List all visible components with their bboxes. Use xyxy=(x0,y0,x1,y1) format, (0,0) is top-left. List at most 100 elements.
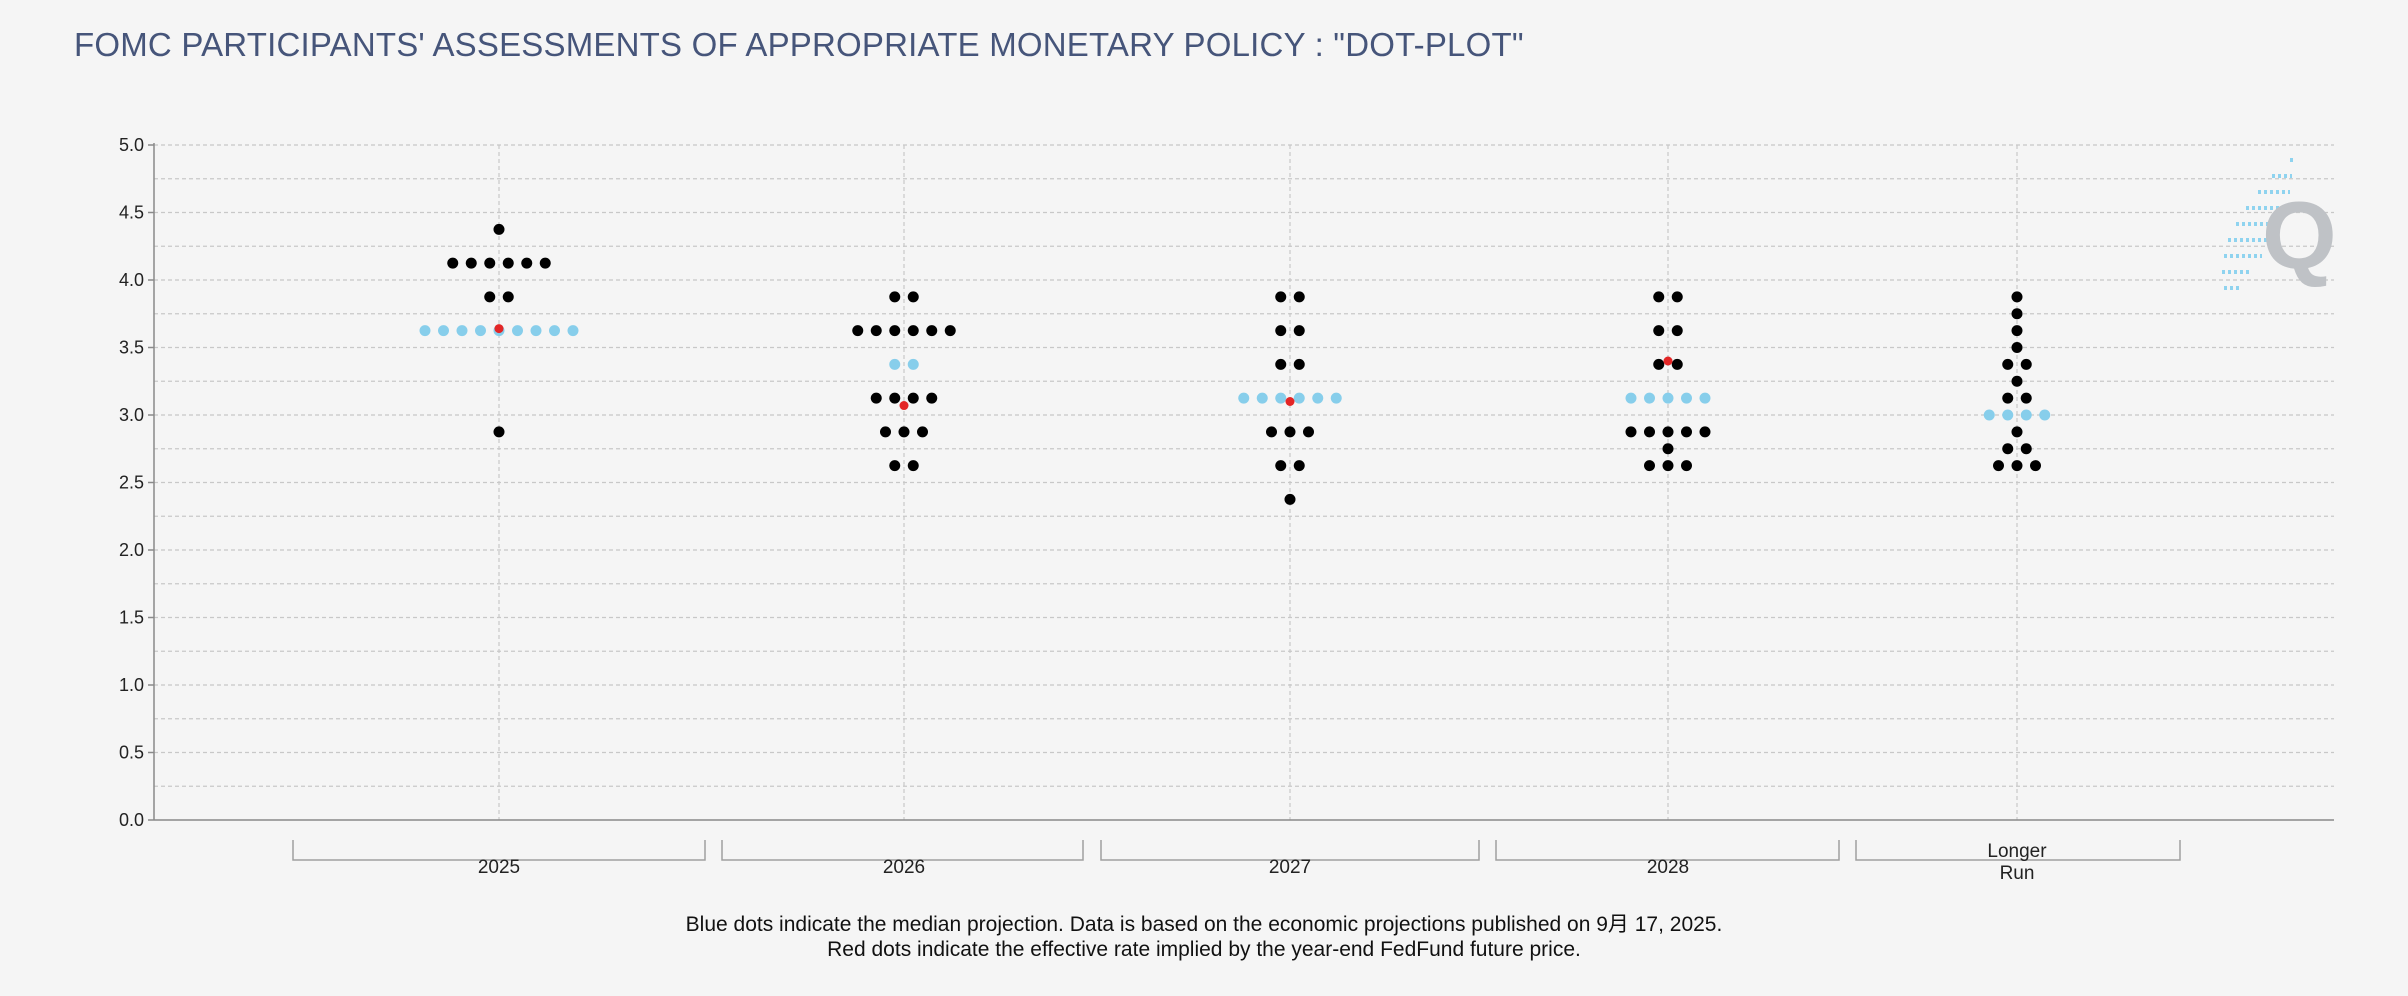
participant-dot xyxy=(2011,308,2023,320)
participant-dot xyxy=(2030,460,2041,472)
x-category-label: 2026 xyxy=(883,857,925,878)
participant-dot xyxy=(1284,493,1296,505)
median-dot xyxy=(475,325,486,337)
y-tick-label: 3.0 xyxy=(119,405,144,425)
median-dot xyxy=(419,325,431,337)
participant-dot xyxy=(889,291,901,303)
participant-dot xyxy=(889,392,901,404)
participant-dot xyxy=(870,325,882,337)
participant-dot xyxy=(898,426,910,438)
median-dot xyxy=(1312,392,1324,404)
page-title: FOMC PARTICIPANTS' ASSESSMENTS OF APPROP… xyxy=(74,26,1524,63)
implied-rate-dot xyxy=(1285,397,1295,406)
median-dot xyxy=(512,325,523,337)
participant-dot xyxy=(1303,426,1314,438)
participant-dot xyxy=(2002,358,2014,370)
participant-dot xyxy=(1625,426,1637,438)
participant-dot xyxy=(1653,358,1665,370)
logo-stripes xyxy=(2222,158,2296,290)
participant-dot xyxy=(926,392,938,404)
q-logo-icon: Q xyxy=(2262,182,2337,289)
y-tick-label: 1.5 xyxy=(119,608,144,628)
participant-dot xyxy=(2002,392,2014,404)
participant-dot xyxy=(1266,426,1277,438)
y-tick-label: 0.0 xyxy=(119,810,144,830)
participant-dot xyxy=(1293,460,1305,472)
participant-dot xyxy=(907,325,919,337)
participant-dot xyxy=(2002,443,2014,455)
x-category-label: 2027 xyxy=(1269,857,1311,878)
participant-dot xyxy=(1293,325,1305,337)
median-dot xyxy=(1699,392,1711,404)
participant-dot xyxy=(2011,291,2023,303)
category-bracket xyxy=(1855,840,2181,861)
median-dot xyxy=(1238,392,1250,404)
participant-dot xyxy=(1644,426,1655,438)
participant-dot xyxy=(1293,358,1305,370)
median-dot xyxy=(1330,392,1342,404)
participant-dot xyxy=(1662,426,1674,438)
x-category-label: 2025 xyxy=(478,857,520,878)
x-category-label: 2028 xyxy=(1647,857,1689,878)
participant-dot xyxy=(907,460,919,472)
median-dot xyxy=(549,325,560,337)
participant-dot xyxy=(1293,291,1305,303)
median-dot xyxy=(1625,392,1637,404)
x-category-label: Longer xyxy=(1987,841,2047,862)
category-bracket xyxy=(1100,840,1480,861)
median-dot xyxy=(1275,392,1287,404)
axis-layer: 0.0 0.5 1.0 1.5 2.0 2.5 3.0 3.5 4.0 4.5 5.0 2025 202… xyxy=(119,135,2334,884)
median-dot xyxy=(2002,409,2014,421)
participant-dot xyxy=(1275,358,1287,370)
participant-dot xyxy=(1662,443,1674,455)
median-dot xyxy=(2039,409,2051,421)
participant-dot xyxy=(907,392,919,404)
participant-dot xyxy=(1653,325,1665,337)
median-dot xyxy=(1293,392,1305,404)
y-tick-label: 2.0 xyxy=(119,540,144,560)
participant-dot xyxy=(944,325,956,337)
participant-dot xyxy=(2020,358,2032,370)
participant-dot xyxy=(493,223,505,235)
participant-dot xyxy=(917,426,928,438)
participant-dot xyxy=(2020,443,2032,455)
y-tick-label: 0.5 xyxy=(119,743,144,763)
participant-dot xyxy=(1681,426,1692,438)
participant-dot xyxy=(1662,460,1674,472)
category-bracket xyxy=(721,840,1084,861)
participant-dot xyxy=(502,291,514,303)
participant-dot xyxy=(1275,460,1287,472)
y-tick-label: 1.0 xyxy=(119,675,144,695)
participant-dot xyxy=(2011,460,2023,472)
implied-rate-dot xyxy=(494,324,504,334)
participant-dot xyxy=(852,325,864,337)
participant-dot xyxy=(907,291,919,303)
grid-layer xyxy=(154,144,2334,820)
participant-dot xyxy=(2011,342,2023,353)
participant-dot xyxy=(502,257,514,269)
median-dot xyxy=(456,325,468,337)
median-dot xyxy=(567,325,579,337)
median-dot xyxy=(1256,392,1268,404)
participant-dot xyxy=(1671,325,1683,337)
median-dot xyxy=(530,325,542,337)
participant-dot xyxy=(484,291,496,303)
median-dot xyxy=(1681,392,1692,404)
participant-dot xyxy=(2011,426,2023,438)
participant-dot xyxy=(2011,325,2023,337)
dots-layer xyxy=(419,223,2051,505)
footnote: Blue dots indicate the median projection… xyxy=(0,912,2408,962)
y-tick-label: 4.0 xyxy=(119,270,144,290)
participant-dot xyxy=(465,257,477,269)
y-tick-label: 3.5 xyxy=(119,338,144,358)
participant-dot xyxy=(521,257,533,269)
participant-dot xyxy=(1644,460,1655,472)
median-dot xyxy=(1662,392,1674,404)
participant-dot xyxy=(1699,426,1711,438)
participant-dot xyxy=(1681,460,1692,472)
participant-dot xyxy=(493,426,505,438)
implied-rate-dot xyxy=(899,401,909,411)
y-tick-label: 4.5 xyxy=(119,203,144,223)
participant-dot xyxy=(1653,291,1665,303)
dot-plot-chart: 0.0 0.5 1.0 1.5 2.0 2.5 3.0 3.5 4.0 4.5 5.0 2025 202… xyxy=(119,135,2337,884)
